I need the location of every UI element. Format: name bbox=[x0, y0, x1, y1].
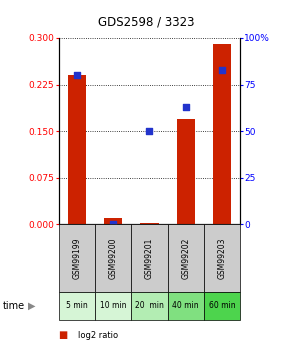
Text: ■: ■ bbox=[59, 331, 68, 340]
Bar bbox=[204, 292, 240, 320]
Bar bbox=[140, 223, 159, 224]
Bar bbox=[177, 119, 195, 224]
Text: GDS2598 / 3323: GDS2598 / 3323 bbox=[98, 16, 195, 29]
Bar bbox=[59, 224, 95, 292]
Bar bbox=[204, 224, 240, 292]
Point bbox=[220, 67, 224, 72]
Bar bbox=[104, 218, 122, 224]
Point bbox=[147, 128, 152, 134]
Bar bbox=[131, 292, 168, 320]
Text: GSM99200: GSM99200 bbox=[109, 237, 117, 279]
Bar bbox=[213, 44, 231, 224]
Text: ▶: ▶ bbox=[28, 301, 35, 310]
Point bbox=[183, 104, 188, 110]
Text: GSM99202: GSM99202 bbox=[181, 237, 190, 278]
Text: 40 min: 40 min bbox=[173, 301, 199, 310]
Text: GSM99203: GSM99203 bbox=[218, 237, 226, 279]
Bar bbox=[168, 292, 204, 320]
Text: time: time bbox=[3, 301, 25, 310]
Point bbox=[111, 221, 115, 227]
Text: 60 min: 60 min bbox=[209, 301, 235, 310]
Bar bbox=[131, 224, 168, 292]
Bar bbox=[95, 224, 131, 292]
Bar bbox=[68, 75, 86, 224]
Text: 20  min: 20 min bbox=[135, 301, 164, 310]
Bar bbox=[59, 292, 95, 320]
Text: GSM99199: GSM99199 bbox=[72, 237, 81, 279]
Point bbox=[74, 72, 79, 78]
Text: log2 ratio: log2 ratio bbox=[78, 331, 118, 340]
Text: 10 min: 10 min bbox=[100, 301, 126, 310]
Text: 5 min: 5 min bbox=[66, 301, 88, 310]
Bar bbox=[95, 292, 131, 320]
Text: GSM99201: GSM99201 bbox=[145, 237, 154, 278]
Bar bbox=[168, 224, 204, 292]
